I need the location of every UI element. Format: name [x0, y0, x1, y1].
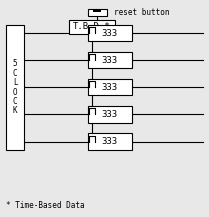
Bar: [93, 9, 101, 12]
Bar: [69, 20, 115, 34]
Bar: [88, 9, 107, 16]
Text: * Time-Based Data: * Time-Based Data: [6, 201, 85, 210]
Bar: [6, 25, 24, 150]
Text: 333: 333: [102, 56, 118, 65]
Text: 333: 333: [102, 110, 118, 119]
Text: 333: 333: [102, 29, 118, 38]
Bar: [88, 133, 132, 150]
Bar: [88, 25, 132, 41]
Text: 5
C
L
O
C
K: 5 C L O C K: [13, 59, 18, 115]
Bar: [88, 52, 132, 68]
Bar: [88, 106, 132, 123]
Bar: [88, 79, 132, 95]
Text: T.B.D.*: T.B.D.*: [73, 22, 111, 31]
Text: 333: 333: [102, 137, 118, 146]
Text: reset button: reset button: [114, 8, 169, 17]
Text: 333: 333: [102, 83, 118, 92]
